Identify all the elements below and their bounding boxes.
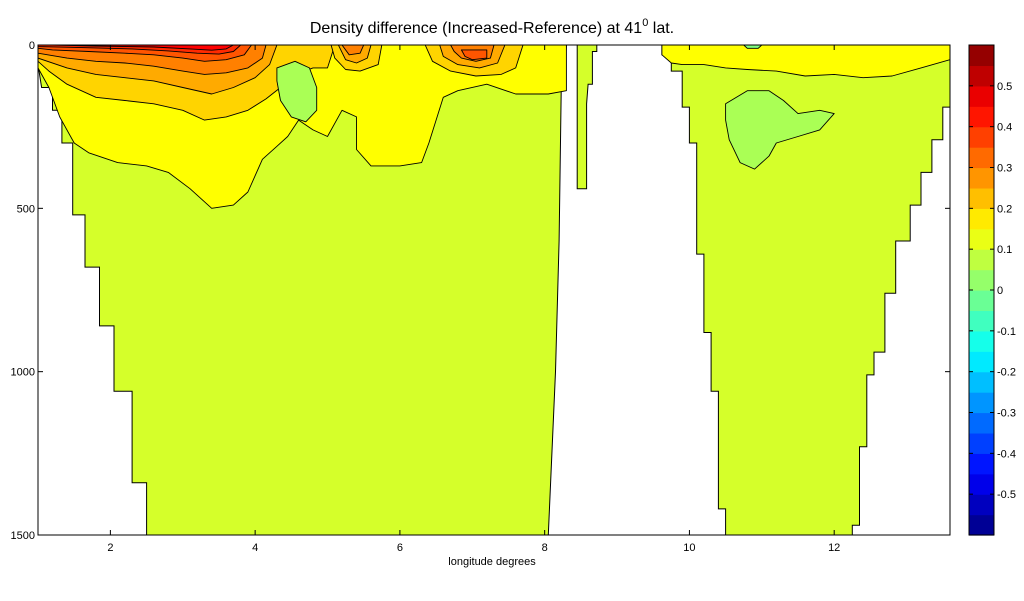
axes-frame bbox=[37, 44, 951, 536]
colorbar-band bbox=[969, 330, 994, 352]
colorbar-band bbox=[969, 453, 994, 475]
colorbar-band bbox=[969, 65, 994, 87]
colorbar-band bbox=[969, 106, 994, 128]
chart-title-suffix: lat. bbox=[648, 20, 674, 37]
colorbar-band bbox=[969, 290, 994, 312]
y-axis: 0 500 1000 1500 bbox=[11, 40, 950, 542]
colorbar-band bbox=[969, 494, 994, 516]
colorbar-tick-label: 0.3 bbox=[997, 163, 1012, 175]
colorbar-band bbox=[969, 45, 994, 67]
colorbar-band bbox=[969, 85, 994, 107]
x-tick-label: 2 bbox=[107, 542, 113, 554]
colorbar-band bbox=[969, 249, 994, 271]
x-tick-label: 12 bbox=[828, 542, 840, 554]
colorbar-band bbox=[969, 310, 994, 332]
colorbar-band bbox=[969, 167, 994, 189]
colorbar-band bbox=[969, 412, 994, 434]
contour-region bbox=[52, 45, 234, 51]
colorbar-tick-label: 0.5 bbox=[997, 81, 1012, 93]
contour-region bbox=[661, 45, 950, 79]
y-tick-label: 500 bbox=[17, 203, 35, 215]
colorbar-tick-label: -0.5 bbox=[997, 489, 1016, 501]
plot-area bbox=[38, 45, 950, 535]
chart-title-superscript: 0 bbox=[642, 17, 648, 29]
colorbar-band bbox=[969, 371, 994, 393]
colorbar-tick-label: 0.2 bbox=[997, 203, 1012, 215]
x-tick-label: 10 bbox=[683, 542, 695, 554]
contour-layer bbox=[38, 45, 950, 209]
basin-segment bbox=[661, 45, 950, 535]
colorbar-band bbox=[969, 269, 994, 291]
colorbar-band bbox=[969, 208, 994, 230]
colorbar-tick-label: -0.3 bbox=[997, 408, 1016, 420]
y-tick-label: 1500 bbox=[11, 530, 35, 542]
x-axis: 2 4 6 8 10 12 bbox=[107, 45, 840, 554]
colorbar-band bbox=[969, 392, 994, 414]
colorbar-band bbox=[969, 473, 994, 495]
contour-region bbox=[725, 90, 835, 170]
colorbar-tick-label: 0.1 bbox=[997, 244, 1012, 256]
colorbar-band bbox=[969, 126, 994, 148]
chart-title: Density difference (Increased-Reference)… bbox=[310, 17, 674, 37]
x-axis-label: longitude degrees bbox=[448, 556, 536, 568]
basin-segment bbox=[576, 45, 598, 190]
colorbar-tick-label: 0 bbox=[997, 285, 1003, 297]
colorbar-band bbox=[969, 147, 994, 169]
y-tick-label: 1000 bbox=[11, 367, 35, 379]
colorbar-band bbox=[969, 432, 994, 454]
contour-region bbox=[276, 60, 318, 123]
x-tick-label: 8 bbox=[542, 542, 548, 554]
y-tick-label: 0 bbox=[29, 40, 35, 52]
x-tick-label: 4 bbox=[252, 542, 258, 554]
colorbar-tick-label: -0.4 bbox=[997, 448, 1016, 460]
chart-title-main: Density difference (Increased-Reference)… bbox=[310, 20, 642, 37]
colorbar-band bbox=[969, 351, 994, 373]
contour-region bbox=[341, 45, 365, 56]
colorbar-tick-label: -0.2 bbox=[997, 367, 1016, 379]
colorbar-band bbox=[969, 514, 994, 536]
colorbar-band bbox=[969, 228, 994, 250]
colorbar-band bbox=[969, 187, 994, 209]
contour-region bbox=[460, 49, 488, 61]
contour-region bbox=[743, 45, 763, 49]
colorbar: 0.5 0.4 0.3 0.2 0.1 0 -0.1 -0.2 -0.3 -0.4 -0.5 bbox=[968, 44, 1016, 536]
x-tick-label: 6 bbox=[397, 542, 403, 554]
colorbar-tick-label: -0.1 bbox=[997, 326, 1016, 338]
colorbar-tick-label: 0.4 bbox=[997, 122, 1012, 134]
